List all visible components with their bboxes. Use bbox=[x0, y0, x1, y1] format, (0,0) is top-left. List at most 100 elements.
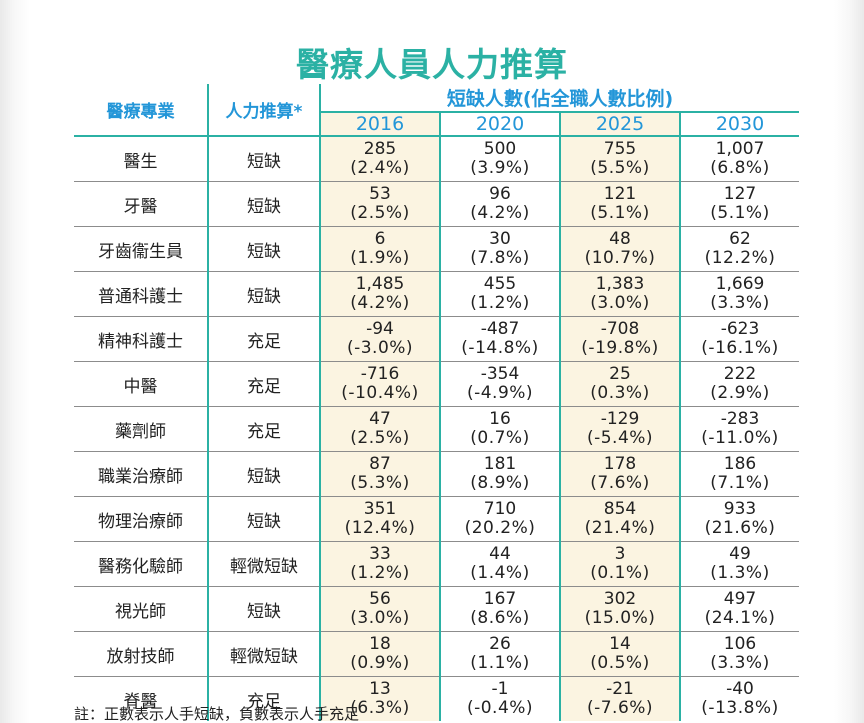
shortage-count: 121 bbox=[603, 184, 637, 204]
shortage-count: 1,383 bbox=[595, 274, 645, 294]
shortage-cell: 500 (3.9%) bbox=[439, 136, 560, 182]
profession-name: 牙醫 bbox=[74, 181, 208, 227]
shortage-percent: (21.6%) bbox=[704, 518, 776, 538]
shortage-cell: -623 (-16.1%) bbox=[679, 316, 799, 362]
shortage-percent: (15.0%) bbox=[584, 608, 656, 628]
projection-status: 短缺 bbox=[207, 271, 320, 317]
shortage-count: -1 bbox=[491, 679, 509, 699]
projection-status: 充足 bbox=[207, 361, 320, 407]
shortage-cell: 181 (8.9%) bbox=[439, 451, 560, 497]
shortage-cell: 710 (20.2%) bbox=[439, 496, 560, 542]
shortage-percent: (20.2%) bbox=[464, 518, 536, 538]
shortage-cell: 3 (0.1%) bbox=[559, 541, 680, 587]
header-year-2025: 2025 bbox=[559, 112, 680, 137]
shortage-cell: 1,669 (3.3%) bbox=[679, 271, 799, 317]
header-year-2030: 2030 bbox=[679, 112, 799, 137]
shortage-percent: (12.2%) bbox=[704, 248, 776, 268]
projection-status: 短缺 bbox=[207, 181, 320, 227]
shortage-percent: (-11.0%) bbox=[701, 428, 779, 448]
shortage-percent: (1.3%) bbox=[710, 563, 770, 583]
shortage-count: 710 bbox=[483, 499, 517, 519]
table-row: 視光師 短缺 56 (3.0%) 167 (8.6%) 302 (15.0%) 497 (24.1… bbox=[74, 586, 799, 632]
shortage-percent: (-19.8%) bbox=[581, 338, 659, 358]
shortage-percent: (3.0%) bbox=[590, 293, 650, 313]
shortage-count: 47 bbox=[369, 409, 391, 429]
shortage-count: 285 bbox=[363, 139, 397, 159]
shortage-count: 14 bbox=[609, 634, 631, 654]
shortage-percent: (-0.4%) bbox=[466, 698, 534, 718]
table-body: 醫生 短缺 285 (2.4%) 500 (3.9%) 755 (5.5%) 1,007 (6.8… bbox=[74, 136, 799, 721]
profession-name: 醫生 bbox=[74, 136, 208, 182]
shortage-percent: (21.4%) bbox=[584, 518, 656, 538]
shortage-percent: (2.5%) bbox=[350, 203, 410, 223]
shortage-cell: 302 (15.0%) bbox=[559, 586, 680, 632]
table-row: 牙齒衞生員 短缺 6 (1.9%) 30 (7.8%) 48 (10.7%) 62 (12.2%) bbox=[74, 226, 799, 272]
table-row: 醫務化驗師 輕微短缺 33 (1.2%) 44 (1.4%) 3 (0.1%) 49 (1.3%) bbox=[74, 541, 799, 587]
shortage-percent: (2.5%) bbox=[350, 428, 410, 448]
shortage-cell: -21 (-7.6%) bbox=[559, 676, 680, 721]
profession-name: 脊醫 bbox=[123, 691, 158, 712]
workforce-table: 醫療專業 人力推算* 短缺人數(佔全職人數比例) 2016 2020 2025 … bbox=[74, 84, 799, 721]
shortage-percent: (-4.9%) bbox=[466, 383, 534, 403]
projection-status: 充足 bbox=[207, 676, 320, 721]
shortage-cell: 30 (7.8%) bbox=[439, 226, 560, 272]
shortage-count: 933 bbox=[723, 499, 757, 519]
profession-name: 精神科護士 bbox=[74, 316, 208, 362]
shortage-count: 3 bbox=[614, 544, 626, 564]
shortage-count: 18 bbox=[369, 634, 391, 654]
header-shortage-group: 短缺人數(佔全職人數比例) bbox=[319, 84, 799, 113]
shortage-cell: 56 (3.0%) bbox=[319, 586, 440, 632]
shortage-cell: 48 (10.7%) bbox=[559, 226, 680, 272]
shortage-percent: (5.1%) bbox=[590, 203, 650, 223]
header-year-2020: 2020 bbox=[439, 112, 560, 137]
table-row: 精神科護士 充足 -94 (-3.0%) -487 (-14.8%) -708 (-19.8%… bbox=[74, 316, 799, 362]
shortage-cell: 14 (0.5%) bbox=[559, 631, 680, 677]
table-row: 放射技師 輕微短缺 18 (0.9%) 26 (1.1%) 14 (0.5%) 106 (3.3%… bbox=[74, 631, 799, 677]
projection-status: 短缺 bbox=[207, 136, 320, 182]
shortage-cell: 1,383 (3.0%) bbox=[559, 271, 680, 317]
shortage-count: -40 bbox=[726, 679, 754, 699]
shortage-percent: (4.2%) bbox=[350, 293, 410, 313]
shortage-cell: 13 (6.3%) bbox=[319, 676, 440, 721]
shortage-count: 497 bbox=[723, 589, 757, 609]
shortage-percent: (1.2%) bbox=[350, 563, 410, 583]
shortage-count: 455 bbox=[483, 274, 517, 294]
shortage-percent: (3.3%) bbox=[710, 293, 770, 313]
shortage-percent: (0.5%) bbox=[590, 653, 650, 673]
shortage-cell: -1 (-0.4%) bbox=[439, 676, 560, 721]
shortage-count: 30 bbox=[489, 229, 511, 249]
shortage-cell: 222 (2.9%) bbox=[679, 361, 799, 407]
shortage-count: 62 bbox=[729, 229, 751, 249]
shortage-percent: (5.3%) bbox=[350, 473, 410, 493]
shortage-cell: 497 (24.1%) bbox=[679, 586, 799, 632]
shortage-cell: 96 (4.2%) bbox=[439, 181, 560, 227]
shortage-percent: (10.7%) bbox=[584, 248, 656, 268]
projection-status: 短缺 bbox=[207, 451, 320, 497]
projection-status: 輕微短缺 bbox=[207, 541, 320, 587]
header-row-years: 2016 2020 2025 2030 bbox=[74, 112, 799, 137]
shortage-cell: 87 (5.3%) bbox=[319, 451, 440, 497]
shortage-count: 181 bbox=[483, 454, 517, 474]
shortage-cell: 26 (1.1%) bbox=[439, 631, 560, 677]
shortage-count: -129 bbox=[600, 409, 640, 429]
projection-status: 輕微短缺 bbox=[207, 631, 320, 677]
shortage-percent: (0.1%) bbox=[590, 563, 650, 583]
shortage-percent: (1.9%) bbox=[350, 248, 410, 268]
shortage-cell: 1,485 (4.2%) bbox=[319, 271, 440, 317]
shortage-percent: (5.1%) bbox=[710, 203, 770, 223]
header-row-group: 醫療專業 人力推算* 短缺人數(佔全職人數比例) bbox=[74, 84, 799, 137]
shortage-cell: 178 (7.6%) bbox=[559, 451, 680, 497]
table-row: 牙醫 短缺 53 (2.5%) 96 (4.2%) 121 (5.1%) 127 (5.1%) bbox=[74, 181, 799, 227]
shortage-cell: -354 (-4.9%) bbox=[439, 361, 560, 407]
table-row: 中醫 充足 -716 (-10.4%) -354 (-4.9%) 25 (0.3%) 222 (2… bbox=[74, 361, 799, 407]
shortage-percent: (0.7%) bbox=[470, 428, 530, 448]
shortage-count: 1,669 bbox=[715, 274, 765, 294]
shortage-percent: (6.8%) bbox=[710, 158, 770, 178]
shortage-count: -708 bbox=[600, 319, 640, 339]
shortage-cell: 127 (5.1%) bbox=[679, 181, 799, 227]
shortage-count: 186 bbox=[723, 454, 757, 474]
shortage-count: 33 bbox=[369, 544, 391, 564]
projection-status: 充足 bbox=[207, 406, 320, 452]
shortage-cell: -708 (-19.8%) bbox=[559, 316, 680, 362]
shortage-count: 222 bbox=[723, 364, 757, 384]
